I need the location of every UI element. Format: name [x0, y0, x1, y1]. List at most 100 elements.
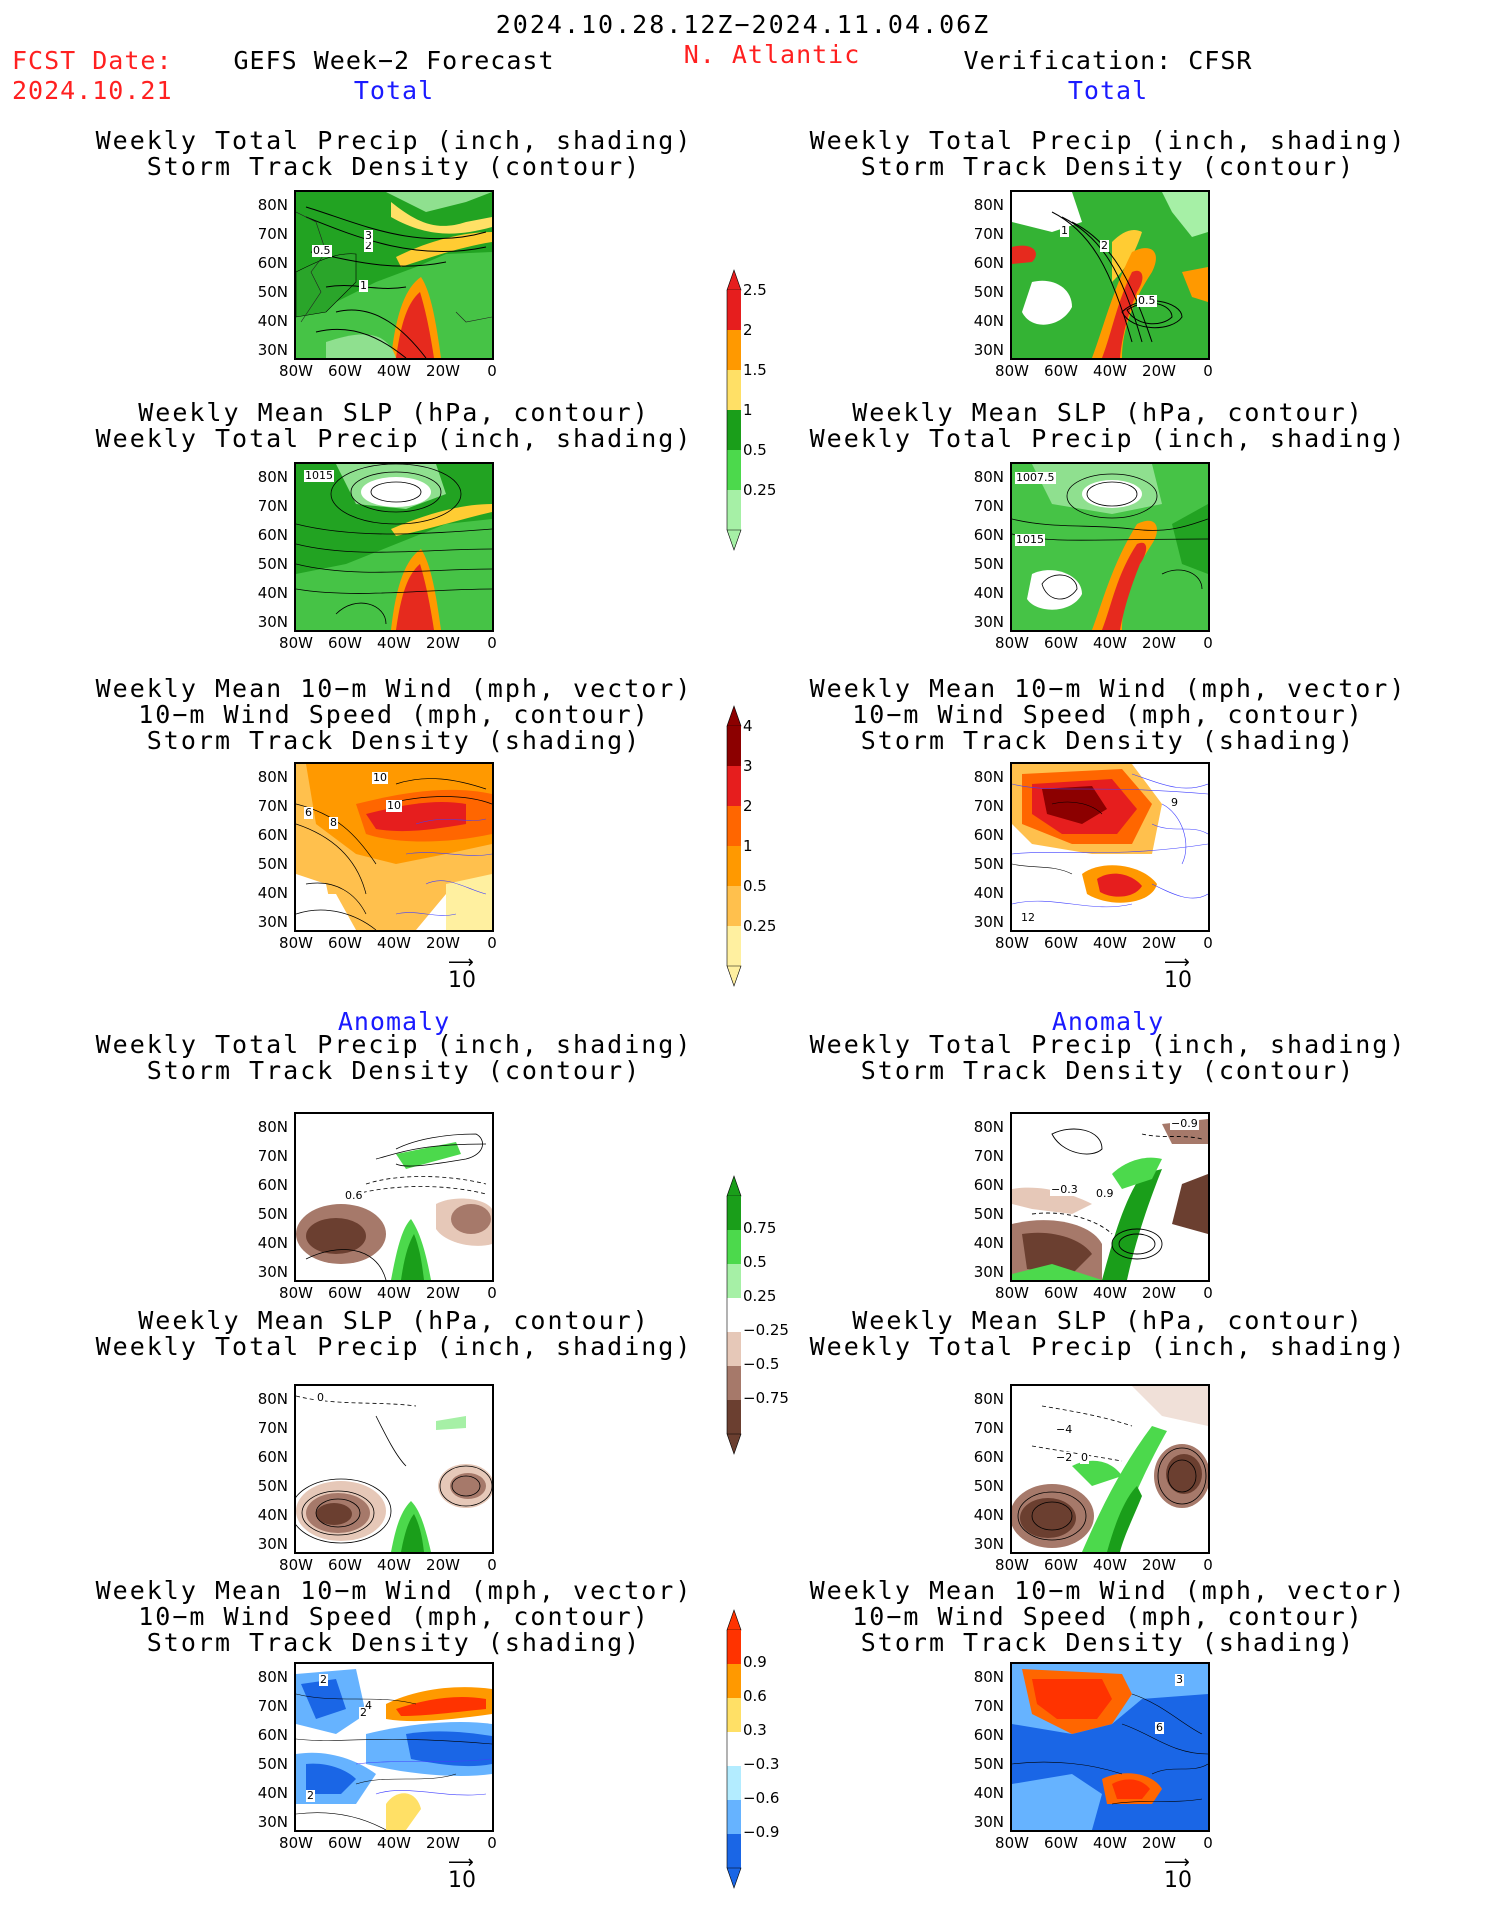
lat-tick-label: 80N: [257, 1118, 288, 1136]
verification-title: Verification: CFSR: [963, 46, 1253, 75]
lon-tick-label: 80W: [279, 362, 313, 380]
lat-tick-label: 30N: [257, 1535, 288, 1553]
lat-tick-label: 70N: [257, 1147, 288, 1165]
map-forecast-anomaly-wind-track: [294, 1662, 494, 1832]
vector-ref-label: 10: [1164, 968, 1192, 993]
lon-tick-label: 80W: [279, 1556, 313, 1574]
lon-tick-label: 0: [1203, 934, 1213, 952]
lon-tick-label: 40W: [377, 934, 411, 952]
lat-tick-label: 40N: [257, 312, 288, 330]
lat-tick-label: 70N: [257, 797, 288, 815]
contour-label: 1: [359, 279, 368, 292]
colorbar-tick-label: 0.3: [743, 1721, 767, 1739]
lat-tick-label: 50N: [973, 555, 1004, 573]
lon-tick-label: 40W: [377, 1284, 411, 1302]
map-verification-anomaly-slp-precip: [1010, 1384, 1210, 1554]
lon-tick-label: 40W: [377, 362, 411, 380]
contour-label: 2: [364, 239, 373, 252]
lat-tick-label: 50N: [257, 1477, 288, 1495]
panel-title-verification-1-1: Weekly Total Precip (inch, shading): [809, 424, 1407, 453]
panel-title-forecast-0-0: Weekly Total Precip (inch, shading): [95, 126, 693, 155]
panel-title-verification-2-0: Weekly Mean 10−m Wind (mph, vector): [809, 674, 1407, 703]
lon-tick-label: 80W: [995, 934, 1029, 952]
colorbar-tick-label: 3: [743, 757, 753, 775]
colorbar-tick-label: 0.9: [743, 1653, 767, 1671]
lat-tick-label: 40N: [973, 1234, 1004, 1252]
lon-tick-label: 60W: [1044, 1284, 1078, 1302]
lat-tick-label: 70N: [257, 1697, 288, 1715]
map-verification-total-precip-track: [1010, 190, 1210, 360]
lon-tick-label: 0: [487, 362, 497, 380]
colorbar-tick-label: 1: [743, 837, 753, 855]
lat-tick-label: 60N: [257, 1176, 288, 1194]
contour-label: 0: [1080, 1451, 1089, 1464]
contour-label: 0.5: [1137, 294, 1157, 307]
region-title: N. Atlantic: [683, 40, 861, 69]
lon-tick-label: 60W: [1044, 634, 1078, 652]
lat-tick-label: 80N: [973, 1118, 1004, 1136]
colorbar-tick-label: 2.5: [743, 281, 767, 299]
contour-label: 2: [359, 1706, 368, 1719]
contour-label: 1015: [304, 469, 334, 482]
panel-title-forecast-5-1: 10−m Wind Speed (mph, contour): [138, 1602, 650, 1631]
colorbar-tick-label: 0.25: [743, 917, 777, 935]
colorbar-tick-label: 0.25: [743, 481, 777, 499]
colorbar-tick-label: 2: [743, 797, 753, 815]
lat-tick-label: 40N: [257, 584, 288, 602]
lat-tick-label: 70N: [973, 225, 1004, 243]
vector-arrow-icon: ⟶: [1164, 952, 1190, 973]
lon-tick-label: 20W: [1142, 634, 1176, 652]
panel-title-verification-3-0: Weekly Total Precip (inch, shading): [809, 1030, 1407, 1059]
lon-tick-label: 0: [1203, 634, 1213, 652]
lat-tick-label: 60N: [973, 826, 1004, 844]
map-verification-anomaly-precip-track: [1010, 1112, 1210, 1282]
lat-tick-label: 50N: [973, 1755, 1004, 1773]
fcst-date: 2024.10.21: [12, 76, 173, 105]
contour-label: 10: [386, 799, 402, 812]
lon-tick-label: 0: [1203, 1556, 1213, 1574]
lon-tick-label: 80W: [279, 1834, 313, 1852]
panel-title-forecast-1-1: Weekly Total Precip (inch, shading): [95, 424, 693, 453]
lat-tick-label: 50N: [257, 855, 288, 873]
lon-tick-label: 60W: [1044, 362, 1078, 380]
lon-tick-label: 0: [1203, 1834, 1213, 1852]
map-forecast-anomaly-precip-track: [294, 1112, 494, 1282]
lon-tick-label: 20W: [1142, 362, 1176, 380]
lat-tick-label: 50N: [257, 1205, 288, 1223]
panel-title-forecast-5-0: Weekly Mean 10−m Wind (mph, vector): [95, 1576, 693, 1605]
lat-tick-label: 30N: [257, 1813, 288, 1831]
panel-title-forecast-3-1: Storm Track Density (contour): [146, 1056, 642, 1085]
panel-title-forecast-4-1: Weekly Total Precip (inch, shading): [95, 1332, 693, 1361]
lon-tick-label: 0: [1203, 1284, 1213, 1302]
contour-label: 2: [319, 1673, 328, 1686]
map-forecast-anomaly-slp-precip: [294, 1384, 494, 1554]
contour-label: 1: [1060, 224, 1069, 237]
section-total-verification: Total: [1067, 76, 1149, 105]
lon-tick-label: 40W: [1093, 634, 1127, 652]
lon-tick-label: 0: [487, 1556, 497, 1574]
panel-title-verification-3-1: Storm Track Density (contour): [860, 1056, 1356, 1085]
lat-tick-label: 40N: [973, 884, 1004, 902]
lon-tick-label: 60W: [328, 1284, 362, 1302]
colorbar-tick-label: −0.3: [743, 1755, 780, 1773]
lat-tick-label: 50N: [257, 1755, 288, 1773]
contour-label: 6: [1155, 1721, 1164, 1734]
panel-title-verification-5-1: 10−m Wind Speed (mph, contour): [852, 1602, 1364, 1631]
vector-arrow-icon: ⟶: [1164, 1852, 1190, 1873]
lat-tick-label: 60N: [257, 254, 288, 272]
lat-tick-label: 30N: [257, 341, 288, 359]
lat-tick-label: 30N: [973, 1813, 1004, 1831]
contour-label: −4: [1055, 1423, 1074, 1436]
colorbar-tick-label: −0.75: [743, 1389, 789, 1407]
lat-tick-label: 40N: [257, 1784, 288, 1802]
colorbar-tick-label: −0.6: [743, 1789, 780, 1807]
lon-tick-label: 40W: [1093, 1284, 1127, 1302]
panel-title-verification-5-0: Weekly Mean 10−m Wind (mph, vector): [809, 1576, 1407, 1605]
panel-title-verification-1-0: Weekly Mean SLP (hPa, contour): [852, 398, 1364, 427]
lon-tick-label: 40W: [1093, 1556, 1127, 1574]
lat-tick-label: 50N: [973, 283, 1004, 301]
colorbar-tick-label: 0.25: [743, 1287, 777, 1305]
lon-tick-label: 60W: [1044, 1556, 1078, 1574]
lon-tick-label: 20W: [426, 934, 460, 952]
panel-title-forecast-4-0: Weekly Mean SLP (hPa, contour): [138, 1306, 650, 1335]
